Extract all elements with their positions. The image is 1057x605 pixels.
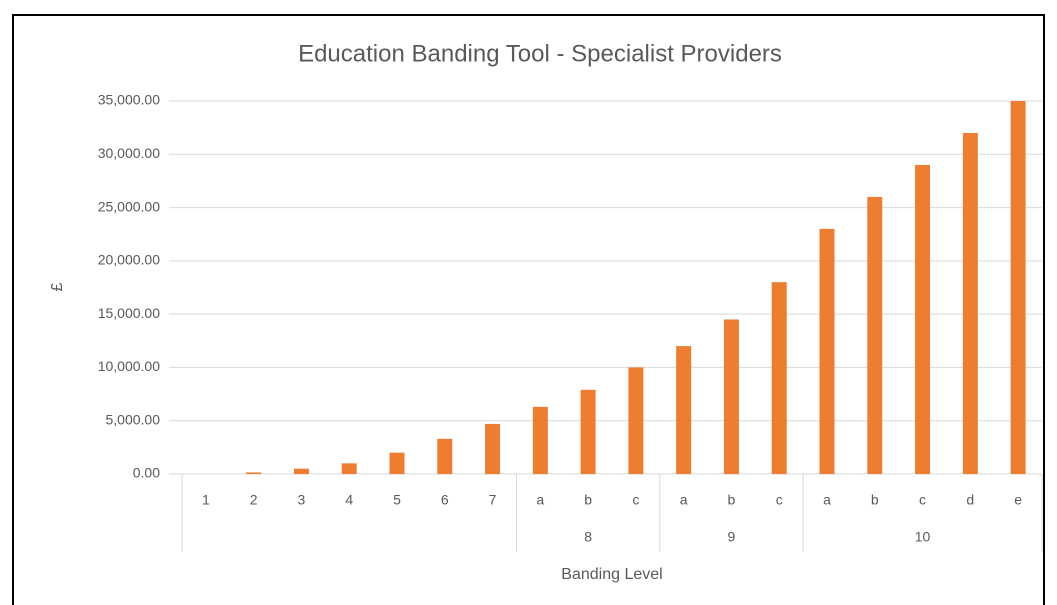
bar bbox=[819, 228, 835, 474]
bar bbox=[628, 367, 644, 474]
x-axis-title: Banding Level bbox=[561, 566, 662, 583]
y-axis-title: £ bbox=[49, 282, 66, 291]
chart-title: Education Banding Tool - Specialist Prov… bbox=[298, 40, 782, 67]
y-tick-label: 35,000.00 bbox=[98, 92, 160, 108]
bar bbox=[485, 423, 501, 474]
x-tick-label: a bbox=[823, 492, 831, 508]
bar bbox=[246, 472, 262, 474]
x-tick-label: 2 bbox=[250, 492, 258, 508]
x-tick-label: b bbox=[871, 492, 879, 508]
x-tick-label: 1 bbox=[202, 492, 210, 508]
x-tick-label: b bbox=[584, 492, 592, 508]
x-tick-label: 3 bbox=[298, 492, 306, 508]
x-tick-label: c bbox=[776, 492, 783, 508]
x-tick-label: 4 bbox=[345, 492, 353, 508]
y-tick-label: 15,000.00 bbox=[98, 305, 160, 321]
x-tick-label: a bbox=[680, 492, 688, 508]
x-tick-label: d bbox=[966, 492, 974, 508]
group-label: 8 bbox=[584, 529, 592, 545]
chart-border bbox=[12, 14, 1045, 605]
y-tick-label: 5,000.00 bbox=[106, 411, 161, 427]
bar bbox=[1010, 101, 1026, 474]
bar bbox=[293, 468, 309, 474]
x-tick-label: a bbox=[536, 492, 544, 508]
x-tick-label: 6 bbox=[441, 492, 449, 508]
bar bbox=[532, 406, 548, 474]
x-tick-label: c bbox=[632, 492, 639, 508]
bar bbox=[676, 346, 692, 474]
bar bbox=[771, 282, 787, 474]
bar bbox=[437, 438, 453, 474]
bar bbox=[723, 319, 739, 474]
bar bbox=[341, 463, 357, 474]
y-tick-label: 20,000.00 bbox=[98, 252, 160, 268]
x-tick-label: b bbox=[728, 492, 736, 508]
group-label: 10 bbox=[915, 529, 931, 545]
bar bbox=[915, 164, 931, 474]
y-tick-label: 25,000.00 bbox=[98, 198, 160, 214]
y-tick-label: 30,000.00 bbox=[98, 145, 160, 161]
bar bbox=[867, 196, 883, 474]
x-tick-label: 5 bbox=[393, 492, 401, 508]
bar bbox=[962, 132, 978, 474]
x-tick-label: 7 bbox=[489, 492, 497, 508]
bar bbox=[580, 389, 596, 474]
group-label: 9 bbox=[728, 529, 736, 545]
y-tick-label: 0.00 bbox=[133, 465, 160, 481]
x-tick-label: e bbox=[1014, 492, 1022, 508]
bar bbox=[389, 452, 405, 474]
y-tick-label: 10,000.00 bbox=[98, 358, 160, 374]
x-tick-label: c bbox=[919, 492, 926, 508]
